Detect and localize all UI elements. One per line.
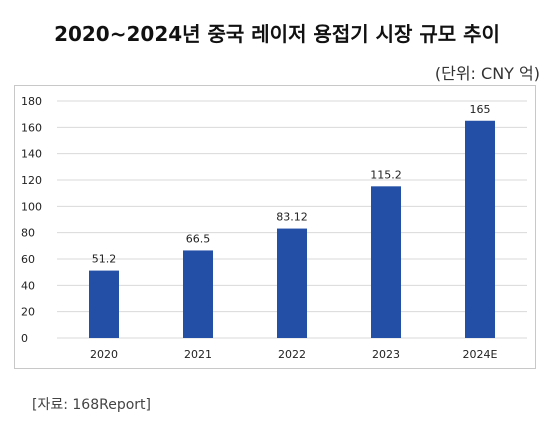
bar-2020: [89, 270, 119, 338]
y-tick-label: 180: [21, 95, 42, 108]
bar-chart: 0 20 40 60 80 100 120 140 160 180 51.2 2020 66.5 2021…: [21, 95, 527, 361]
bar-2024E: [465, 120, 495, 338]
data-label: 83.12: [276, 211, 308, 224]
x-tick-label: 2023: [372, 348, 400, 361]
y-tick-label: 140: [21, 148, 42, 161]
y-tick-label: 80: [21, 227, 35, 240]
x-tick-label: 2022: [278, 348, 306, 361]
bar-2023: [371, 186, 401, 338]
chart-area: 0 20 40 60 80 100 120 140 160 180 51.2 2020 66.5 2021…: [14, 85, 536, 369]
data-label: 115.2: [370, 168, 402, 181]
y-tick-label: 20: [21, 306, 35, 319]
x-tick-label: 2021: [184, 348, 212, 361]
y-tick-label: 40: [21, 279, 35, 292]
data-label: 66.5: [186, 232, 211, 245]
data-label: 51.2: [92, 253, 117, 266]
y-tick-label: 0: [21, 332, 28, 345]
bar-2021: [183, 250, 213, 338]
bar-2022: [277, 228, 307, 338]
x-tick-label: 2024E: [463, 348, 498, 361]
data-label: 165: [470, 103, 491, 116]
y-tick-label: 160: [21, 121, 42, 134]
y-tick-label: 100: [21, 200, 42, 213]
source-note: [자료: 168Report]: [32, 397, 151, 413]
x-tick-label: 2020: [90, 348, 118, 361]
unit-label: (단위: CNY 억): [434, 64, 540, 83]
y-tick-label: 60: [21, 253, 35, 266]
y-tick-label: 120: [21, 174, 42, 187]
chart-title: 2020~2024년 중국 레이저 용접기 시장 규모 추이: [54, 22, 500, 46]
